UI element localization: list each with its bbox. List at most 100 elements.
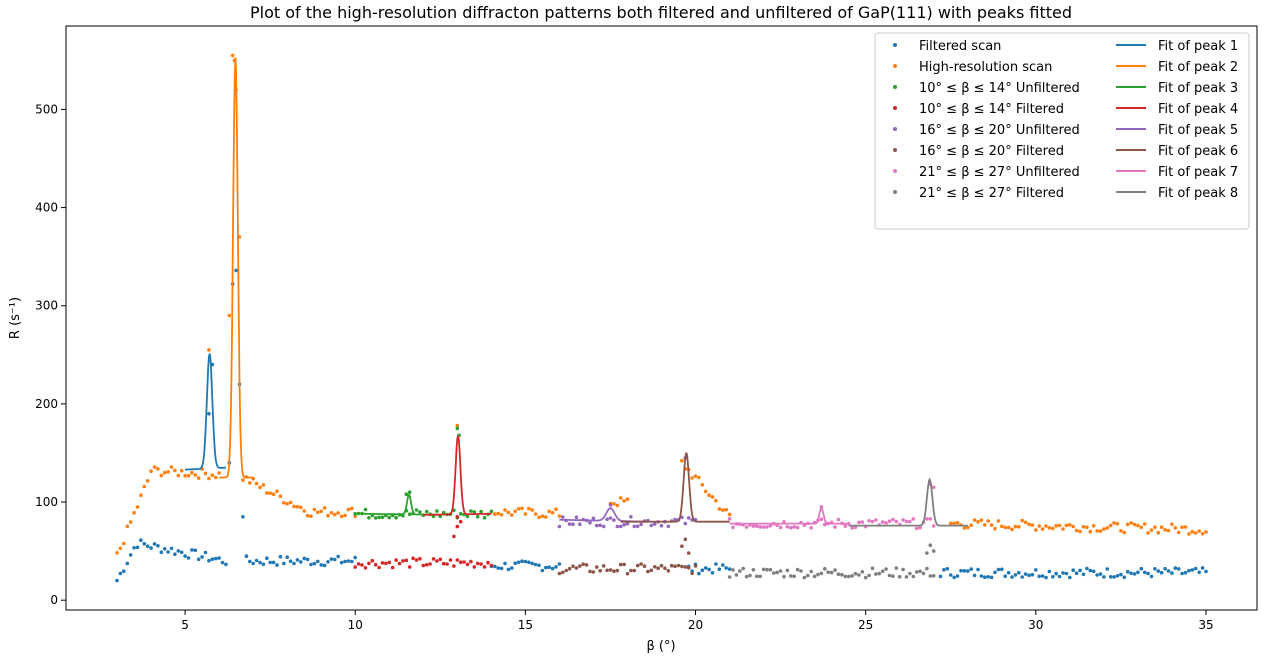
- data-point: [394, 558, 398, 562]
- scatter-series-6: [557, 537, 698, 576]
- data-point: [649, 523, 654, 528]
- data-point: [176, 549, 181, 553]
- data-point: [911, 574, 916, 579]
- data-point: [353, 512, 358, 516]
- data-point: [166, 470, 170, 474]
- data-point: [823, 567, 827, 571]
- data-point: [703, 566, 708, 570]
- data-point: [983, 575, 987, 579]
- x-axis-label: β (°): [646, 639, 675, 654]
- data-point: [925, 551, 929, 555]
- data-point: [544, 565, 548, 570]
- y-tick-label: 300: [35, 299, 58, 313]
- data-point: [625, 497, 630, 502]
- data-point: [401, 559, 405, 563]
- y-tick-label: 200: [35, 397, 58, 411]
- data-point: [533, 512, 538, 516]
- data-point: [339, 560, 344, 565]
- y-tick-label: 500: [35, 102, 58, 116]
- data-point: [710, 495, 715, 499]
- data-point: [550, 566, 555, 571]
- data-point: [1057, 523, 1062, 528]
- data-point: [343, 559, 347, 564]
- data-point: [1003, 525, 1007, 530]
- data-point: [635, 524, 640, 529]
- data-point: [1047, 526, 1052, 530]
- data-point: [578, 522, 582, 526]
- data-point: [887, 519, 892, 523]
- data-point: [1102, 575, 1106, 579]
- data-point: [424, 563, 429, 567]
- data-point: [142, 542, 147, 546]
- data-point: [721, 508, 725, 512]
- data-point: [458, 519, 463, 524]
- data-point: [792, 525, 796, 529]
- data-point: [496, 511, 501, 516]
- legend-label: 21° ≤ β ≤ 27° Unfiltered: [919, 165, 1080, 180]
- data-point: [370, 558, 375, 563]
- data-point: [663, 566, 667, 570]
- data-point: [775, 570, 779, 575]
- data-point: [139, 493, 143, 498]
- data-point: [343, 513, 347, 518]
- data-point: [870, 519, 875, 524]
- data-point: [452, 534, 456, 539]
- data-point: [680, 564, 684, 569]
- data-point: [1176, 530, 1181, 535]
- data-point: [925, 566, 929, 571]
- data-point: [285, 555, 290, 559]
- y-tick-label: 400: [35, 201, 58, 215]
- data-point: [1034, 528, 1038, 532]
- data-point: [414, 558, 419, 562]
- data-point: [1139, 525, 1144, 530]
- data-point: [213, 475, 218, 480]
- legend-marker: [893, 148, 897, 152]
- data-point: [1112, 575, 1116, 579]
- data-point: [1000, 567, 1004, 572]
- data-point: [333, 512, 337, 517]
- data-point: [659, 563, 664, 568]
- data-point: [1153, 525, 1157, 529]
- data-point: [639, 522, 643, 527]
- data-point: [1105, 567, 1110, 571]
- data-point: [608, 503, 613, 507]
- legend-label: 21° ≤ β ≤ 27° Filtered: [919, 186, 1064, 201]
- legend-label: Fit of peak 8: [1158, 186, 1238, 201]
- data-point: [224, 562, 228, 567]
- data-point: [666, 524, 671, 529]
- data-point: [346, 507, 351, 512]
- data-point: [1125, 569, 1130, 574]
- data-point: [258, 560, 262, 565]
- data-point: [649, 568, 654, 573]
- data-point: [894, 566, 899, 570]
- data-point: [983, 523, 987, 527]
- data-point: [741, 566, 745, 571]
- fit-curve-5: [559, 507, 645, 523]
- data-point: [966, 525, 970, 530]
- data-point: [612, 502, 616, 506]
- data-point: [220, 560, 225, 565]
- data-point: [179, 550, 184, 555]
- data-point: [581, 562, 585, 566]
- data-point: [145, 544, 150, 548]
- data-point: [697, 475, 701, 480]
- data-point: [969, 567, 973, 571]
- data-point: [1085, 525, 1089, 529]
- data-point: [149, 546, 153, 550]
- data-point: [241, 515, 245, 519]
- scatter-series-3: [353, 426, 494, 520]
- data-point: [819, 517, 824, 521]
- data-point: [458, 512, 463, 516]
- data-point: [567, 566, 572, 571]
- data-point: [179, 468, 184, 473]
- data-point: [945, 567, 950, 571]
- data-point: [1112, 521, 1116, 525]
- data-point: [1088, 529, 1093, 534]
- data-point: [513, 561, 517, 565]
- data-point: [312, 561, 317, 566]
- data-point: [976, 520, 980, 524]
- data-point: [1013, 524, 1018, 529]
- fit-curve-1: [185, 353, 226, 471]
- data-point: [843, 574, 848, 579]
- data-point: [557, 524, 562, 529]
